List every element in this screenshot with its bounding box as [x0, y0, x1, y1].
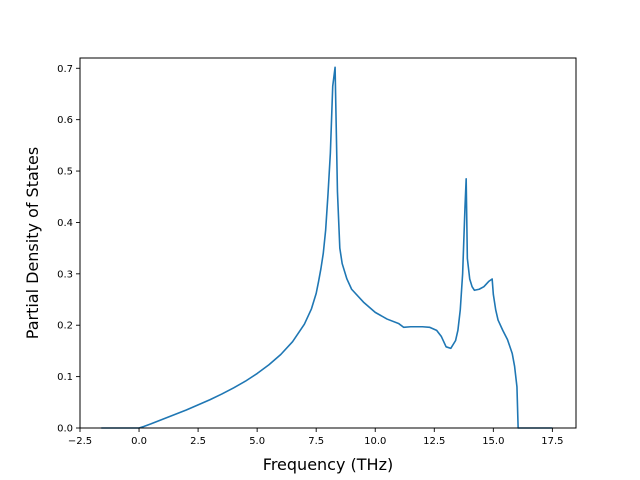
x-tick-label: 12.5	[423, 436, 445, 447]
x-tick-label: 10.0	[364, 436, 386, 447]
y-tick-label: 0.6	[57, 115, 73, 126]
x-tick-label: 2.5	[190, 436, 206, 447]
x-tick-label: 17.5	[541, 436, 563, 447]
x-axis-label: Frequency (THz)	[263, 455, 393, 474]
x-axis-ticks: −2.5 0.0 2.5 5.0 7.5 10.0 12.5 15.0 17.5	[68, 428, 564, 447]
y-tick-label: 0.0	[57, 424, 73, 435]
plot-area	[101, 66, 553, 429]
x-tick-label: 15.0	[482, 436, 504, 447]
y-tick-label: 0.7	[57, 64, 73, 75]
y-axis-label: Partial Density of States	[23, 147, 42, 339]
y-tick-label: 0.2	[57, 321, 73, 332]
pdos-series-line	[101, 66, 553, 429]
x-tick-label: −2.5	[68, 436, 92, 447]
x-tick-label: 7.5	[308, 436, 324, 447]
x-tick-label: 0.0	[131, 436, 147, 447]
axes-frame	[79, 57, 577, 429]
y-tick-label: 0.5	[57, 167, 73, 178]
y-tick-label: 0.1	[57, 372, 73, 383]
x-tick-label: 5.0	[249, 436, 265, 447]
y-axis-ticks: 0.0 0.1 0.2 0.3 0.4 0.5 0.6 0.7	[57, 64, 80, 435]
y-tick-label: 0.3	[57, 269, 73, 280]
y-tick-label: 0.4	[57, 218, 73, 229]
